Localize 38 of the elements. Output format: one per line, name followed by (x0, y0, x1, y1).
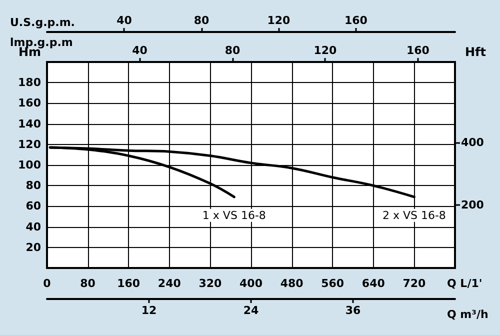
y-tick-label: 160 (18, 96, 42, 110)
x-tick-label: 560 (321, 277, 344, 290)
x-tick-label: 240 (158, 277, 182, 290)
y2-axis-title: Hft (465, 45, 486, 59)
y-tick-label: 20 (26, 240, 42, 254)
text: 24 (243, 304, 259, 317)
text: Q m³/h (447, 308, 488, 321)
x2-tick-label: 80 (194, 14, 210, 27)
text: 12 (141, 304, 157, 317)
text: 40 (132, 44, 148, 57)
series-label: 1 x VS 16-8 (202, 208, 266, 222)
y-tick-label: 180 (18, 76, 42, 90)
x-tick-label: 320 (198, 277, 222, 290)
x-tick-label: 160 (117, 277, 140, 290)
x-tick-label: 480 (280, 277, 304, 290)
y2-tick-label: 200 (461, 198, 484, 212)
y-tick-label: 40 (26, 220, 42, 234)
series-label: 2 x VS 16-8 (382, 208, 446, 222)
x-tick-label: 80 (80, 277, 96, 290)
x-tick-label: 400 (240, 277, 263, 290)
y-tick-label: 100 (18, 158, 42, 172)
x-tick-label: 0 (43, 277, 52, 290)
y-tick-label: 60 (26, 200, 42, 213)
y-tick-label: 80 (26, 179, 42, 192)
text: 36 (345, 304, 361, 317)
text: 120 (314, 44, 338, 57)
x2-axis-title: U.S.g.p.m. (10, 16, 75, 29)
y-tick-label: 120 (18, 138, 42, 151)
y2-tick-label: 400 (461, 136, 484, 149)
x-axis-title: Q L/1' (447, 277, 482, 290)
x-tick-label: 640 (362, 277, 386, 290)
x2-tick-label: 160 (344, 14, 368, 27)
y-tick-label: 140 (18, 117, 42, 130)
x2-tick-label: 120 (267, 14, 291, 27)
x2-tick-label: 40 (116, 14, 132, 27)
x-tick-label: 720 (402, 277, 426, 290)
text: 160 (406, 44, 430, 57)
text: 80 (224, 44, 240, 57)
